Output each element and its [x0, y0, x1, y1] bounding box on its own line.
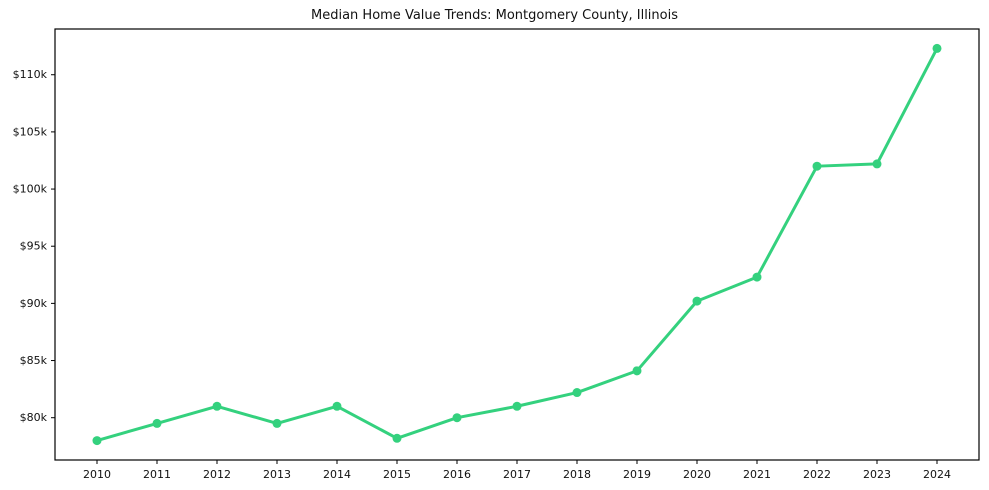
y-tick-label: $110k: [13, 68, 48, 81]
x-tick-label: 2024: [923, 468, 951, 481]
y-tick-label: $85k: [20, 354, 48, 367]
data-point-marker: [812, 161, 822, 171]
x-tick-label: 2011: [143, 468, 171, 481]
x-tick-label: 2013: [263, 468, 291, 481]
x-tick-label: 2023: [863, 468, 891, 481]
x-tick-label: 2012: [203, 468, 231, 481]
x-tick-label: 2018: [563, 468, 591, 481]
y-tick-label: $100k: [13, 183, 48, 196]
data-point-marker: [692, 296, 702, 306]
y-tick-label: $80k: [20, 411, 48, 424]
data-point-marker: [272, 418, 282, 428]
y-tick-label: $90k: [20, 297, 48, 310]
data-point-marker: [512, 401, 522, 411]
x-tick-label: 2022: [803, 468, 831, 481]
data-point-marker: [152, 418, 162, 428]
x-tick-label: 2021: [743, 468, 771, 481]
y-tick-label: $95k: [20, 240, 48, 253]
data-point-marker: [452, 413, 462, 423]
x-tick-label: 2014: [323, 468, 351, 481]
data-point-marker: [932, 43, 942, 53]
data-point-marker: [752, 272, 762, 282]
data-point-marker: [332, 401, 342, 411]
data-point-marker: [572, 388, 582, 398]
data-point-marker: [92, 436, 102, 446]
data-point-marker: [212, 401, 222, 411]
x-tick-label: 2015: [383, 468, 411, 481]
data-point-marker: [632, 366, 642, 376]
plot-frame: [54, 28, 980, 461]
x-tick-label: 2019: [623, 468, 651, 481]
trend-line: [95, 46, 939, 443]
x-tick-label: 2016: [443, 468, 471, 481]
chart-title: Median Home Value Trends: Montgomery Cou…: [311, 8, 678, 23]
x-tick-label: 2020: [683, 468, 711, 481]
data-point-marker: [872, 159, 882, 169]
data-point-marker: [392, 433, 402, 443]
x-tick-label: 2017: [503, 468, 531, 481]
y-tick-label: $105k: [13, 125, 48, 138]
x-tick-label: 2010: [83, 468, 111, 481]
